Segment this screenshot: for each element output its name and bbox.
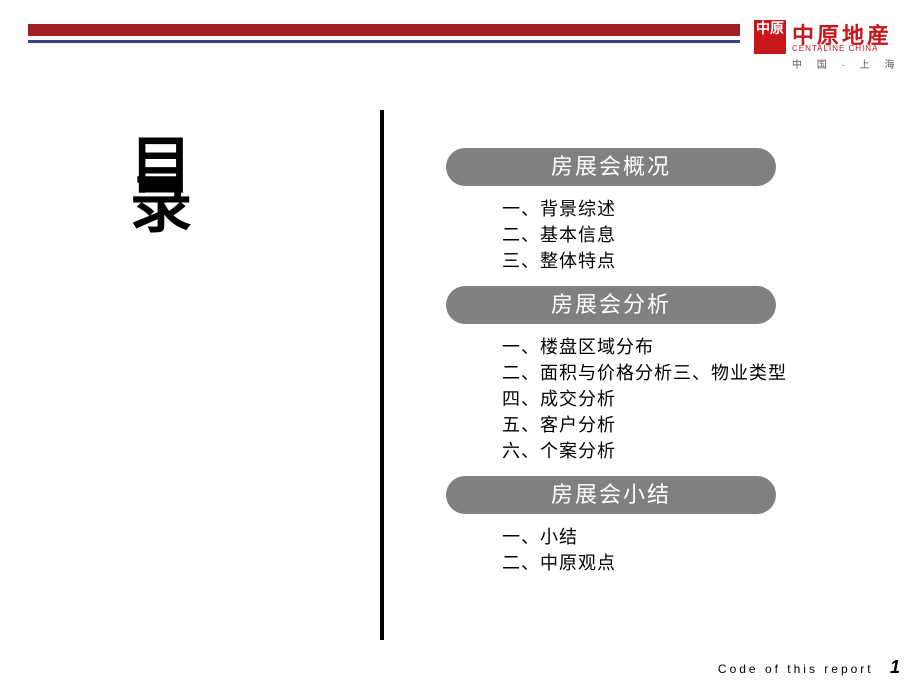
logo-subtext: 中 国 · 上 海 <box>792 56 900 71</box>
footer: Code of this report 1 <box>718 657 900 678</box>
page-number: 1 <box>890 657 900 677</box>
header-bar-red <box>28 24 740 36</box>
logo-text-english: CENTALINE CHINA <box>792 44 878 53</box>
header-bar-navy <box>28 40 740 43</box>
section-heading-analysis: 房展会分析 <box>446 286 776 324</box>
brand-logo: 中原 中原地産 CENTALINE CHINA 中 国 · 上 海 <box>754 18 906 66</box>
footer-code-label: Code of this report <box>718 662 874 676</box>
logo-square-icon: 中原 <box>754 20 786 54</box>
vertical-divider <box>380 110 384 640</box>
toc-heading-char2: 录 <box>130 175 192 237</box>
section-heading-overview: 房展会概况 <box>446 148 776 186</box>
section-items-analysis: 一、楼盘区域分布 二、面积与价格分析三、物业类型 四、成交分析 五、客户分析 六… <box>502 334 792 464</box>
section-items-summary: 一、小结 二、中原观点 <box>502 524 792 576</box>
section-heading-summary: 房展会小结 <box>446 476 776 514</box>
toc-sections: 房展会概况 一、背景综述 二、基本信息 三、整体特点 房展会分析 一、楼盘区域分… <box>424 148 864 588</box>
section-items-overview: 一、背景综述 二、基本信息 三、整体特点 <box>502 196 792 274</box>
